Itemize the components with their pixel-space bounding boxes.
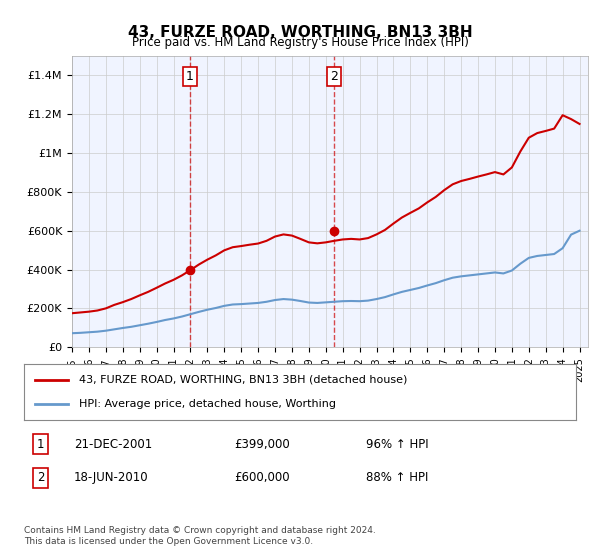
Text: 2: 2 — [37, 471, 44, 484]
Text: 18-JUN-2010: 18-JUN-2010 — [74, 471, 148, 484]
Text: 1: 1 — [186, 70, 194, 83]
Text: Contains HM Land Registry data © Crown copyright and database right 2024.
This d: Contains HM Land Registry data © Crown c… — [24, 526, 376, 546]
Text: 1: 1 — [37, 437, 44, 451]
Text: 88% ↑ HPI: 88% ↑ HPI — [366, 471, 428, 484]
Text: 43, FURZE ROAD, WORTHING, BN13 3BH: 43, FURZE ROAD, WORTHING, BN13 3BH — [128, 25, 472, 40]
Text: Price paid vs. HM Land Registry's House Price Index (HPI): Price paid vs. HM Land Registry's House … — [131, 36, 469, 49]
Text: £399,000: £399,000 — [234, 437, 290, 451]
Text: 21-DEC-2001: 21-DEC-2001 — [74, 437, 152, 451]
Text: HPI: Average price, detached house, Worthing: HPI: Average price, detached house, Wort… — [79, 399, 336, 409]
Text: 43, FURZE ROAD, WORTHING, BN13 3BH (detached house): 43, FURZE ROAD, WORTHING, BN13 3BH (deta… — [79, 375, 407, 385]
Text: £600,000: £600,000 — [234, 471, 289, 484]
Text: 96% ↑ HPI: 96% ↑ HPI — [366, 437, 429, 451]
Text: 2: 2 — [330, 70, 338, 83]
